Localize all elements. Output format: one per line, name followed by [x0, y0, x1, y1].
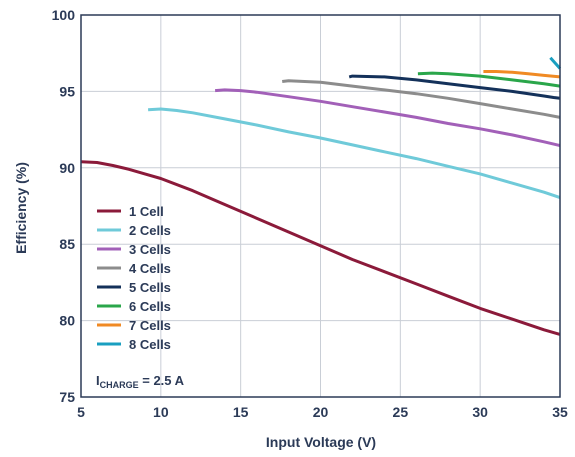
y-tick-label: 90 — [59, 160, 75, 176]
series-line-4-cells — [282, 79, 561, 119]
series-layer — [80, 56, 562, 336]
legend-label-1-cell: 1 Cell — [129, 204, 164, 219]
series-line-3-cells — [214, 88, 561, 148]
legend-label-2-cells: 2 Cells — [129, 223, 171, 238]
legend-label-3-cells: 3 Cells — [129, 242, 171, 257]
x-tick-label: 20 — [313, 404, 329, 420]
legend-label-6-cells: 6 Cells — [129, 299, 171, 314]
x-tick-label: 30 — [472, 404, 488, 420]
annotation-subscript: CHARGE — [100, 380, 139, 390]
y-tick-label: 80 — [59, 313, 75, 329]
y-tick-label: 85 — [59, 236, 75, 252]
annotation-rest: = 2.5 A — [139, 373, 185, 388]
legend-label-7-cells: 7 Cells — [129, 318, 171, 333]
charge-current-annotation: ICHARGE = 2.5 A — [96, 373, 185, 390]
x-tick-label: 5 — [77, 404, 85, 420]
y-tick-label: 100 — [52, 7, 76, 23]
series-line-8-cells — [549, 56, 562, 70]
x-tick-label: 15 — [233, 404, 249, 420]
legend-label-4-cells: 4 Cells — [129, 261, 171, 276]
legend-label-8-cells: 8 Cells — [129, 337, 171, 352]
legend: 1 Cell 2 Cells 3 Cells 4 Cells 5 Cells 6 Cell… — [97, 204, 171, 352]
y-tick-label: 95 — [59, 83, 75, 99]
series-line-1-cell — [80, 160, 561, 336]
series-line-5-cells — [348, 74, 561, 100]
series-line-6-cells — [417, 71, 561, 88]
y-tick-label: 75 — [59, 389, 75, 405]
x-axis-title: Input Voltage (V) — [266, 434, 376, 450]
x-tick-label: 35 — [552, 404, 568, 420]
y-axis-title: Efficiency (%) — [13, 162, 29, 254]
series-line-7-cells — [483, 70, 561, 79]
legend-label-5-cells: 5 Cells — [129, 280, 171, 295]
series-line-2-cells — [148, 107, 561, 200]
x-tick-label: 25 — [393, 404, 409, 420]
x-tick-label: 10 — [153, 404, 169, 420]
plot-frame — [80, 14, 561, 398]
annotation-main: I — [96, 373, 100, 388]
tick-labels: 5 10 15 20 25 30 35 75 80 85 90 95 100 — [52, 7, 568, 420]
